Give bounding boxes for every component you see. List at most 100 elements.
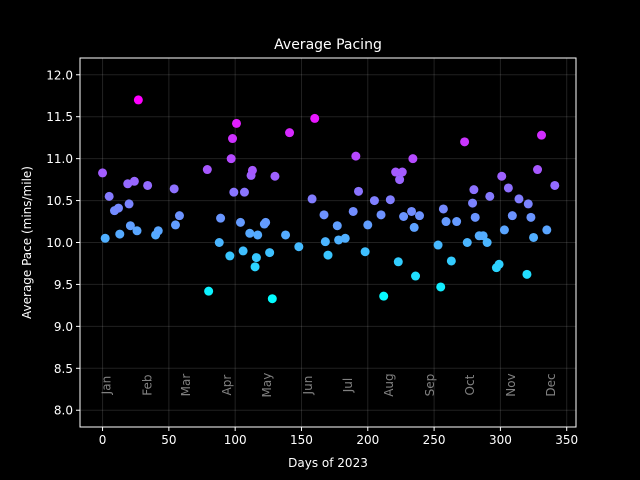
data-point: [499, 225, 509, 235]
data-point: [369, 196, 379, 206]
data-point: [323, 250, 333, 260]
data-points: [98, 95, 560, 304]
data-point: [376, 210, 386, 220]
data-point: [294, 242, 304, 252]
data-point: [265, 248, 275, 258]
x-axis-label: Days of 2023: [288, 456, 368, 470]
data-point: [340, 233, 350, 243]
data-point: [470, 212, 480, 222]
data-point: [408, 154, 418, 164]
data-point: [100, 233, 110, 243]
data-point: [462, 238, 472, 247]
data-point: [452, 217, 462, 227]
x-tick-label: 100: [224, 433, 247, 447]
y-axis-ticks: 8.0 8.5 9.0 9.5 10.0 10.5 11.0 11.5 12.0: [46, 68, 80, 418]
data-point: [550, 180, 560, 190]
data-point: [225, 251, 235, 261]
data-point: [129, 176, 139, 186]
data-point: [251, 253, 261, 263]
data-point: [143, 180, 153, 190]
data-point: [354, 186, 364, 196]
data-point: [202, 165, 212, 175]
month-label: Feb: [141, 374, 155, 395]
data-point: [460, 137, 470, 147]
y-tick-label: 12.0: [46, 68, 73, 82]
data-point: [433, 240, 443, 250]
data-point: [468, 198, 478, 208]
y-tick-label: 9.0: [54, 320, 73, 334]
data-point: [226, 154, 236, 164]
data-point: [332, 221, 342, 231]
data-point: [363, 220, 373, 230]
data-point: [407, 206, 417, 216]
data-point: [261, 217, 271, 227]
data-point: [98, 168, 108, 178]
data-point: [253, 230, 263, 240]
x-tick-label: 300: [489, 433, 512, 447]
y-tick-label: 10.5: [46, 194, 73, 208]
data-point: [393, 257, 403, 267]
y-tick-label: 8.5: [54, 362, 73, 376]
data-point: [441, 217, 451, 227]
data-point: [533, 165, 543, 175]
data-point: [307, 194, 317, 204]
data-point: [348, 206, 358, 216]
data-point: [399, 212, 409, 222]
month-label: Apr: [220, 375, 234, 396]
data-point: [320, 237, 330, 247]
data-point: [174, 211, 184, 221]
data-point: [204, 286, 214, 296]
data-point: [270, 171, 280, 181]
x-tick-label: 150: [290, 433, 313, 447]
data-point: [360, 247, 370, 257]
month-label: Oct: [463, 374, 477, 395]
data-point: [436, 282, 446, 292]
y-tick-label: 11.5: [46, 110, 73, 124]
month-label: Mar: [179, 374, 193, 397]
data-point: [507, 211, 517, 221]
data-point: [245, 228, 255, 238]
chart-title: Average Pacing: [274, 37, 382, 53]
data-point: [478, 231, 488, 241]
data-point: [153, 226, 163, 236]
data-point: [214, 238, 224, 247]
data-point: [104, 191, 114, 201]
data-point: [310, 113, 320, 123]
data-point: [113, 203, 123, 213]
month-label: Aug: [382, 373, 396, 396]
data-point: [446, 256, 456, 266]
y-tick-label: 10.0: [46, 236, 73, 250]
x-tick-label: 200: [356, 433, 379, 447]
data-point: [397, 167, 407, 177]
x-tick-label: 350: [555, 433, 578, 447]
data-point: [514, 194, 524, 204]
y-axis-label: Average Pace (mins/mile): [20, 166, 34, 319]
data-point: [169, 184, 179, 194]
data-point: [385, 195, 395, 205]
x-tick-label: 250: [423, 433, 446, 447]
data-point: [319, 210, 329, 220]
data-point: [522, 269, 532, 279]
data-point: [238, 246, 248, 256]
data-point: [228, 134, 238, 144]
month-label: Jun: [301, 376, 315, 396]
data-point: [526, 212, 536, 222]
data-point: [250, 262, 260, 272]
y-tick-label: 9.5: [54, 278, 73, 292]
data-point: [537, 130, 547, 140]
data-point: [267, 294, 277, 304]
data-point: [231, 118, 241, 128]
month-label: Jan: [100, 376, 114, 396]
data-point: [469, 185, 479, 195]
month-label: Jul: [341, 378, 355, 393]
month-label: Nov: [504, 373, 518, 396]
data-point: [411, 271, 421, 281]
data-point: [482, 238, 492, 247]
data-point: [235, 217, 245, 227]
data-point: [409, 222, 419, 232]
data-point: [239, 187, 249, 197]
data-point: [170, 220, 180, 230]
x-tick-label: 0: [99, 433, 107, 447]
